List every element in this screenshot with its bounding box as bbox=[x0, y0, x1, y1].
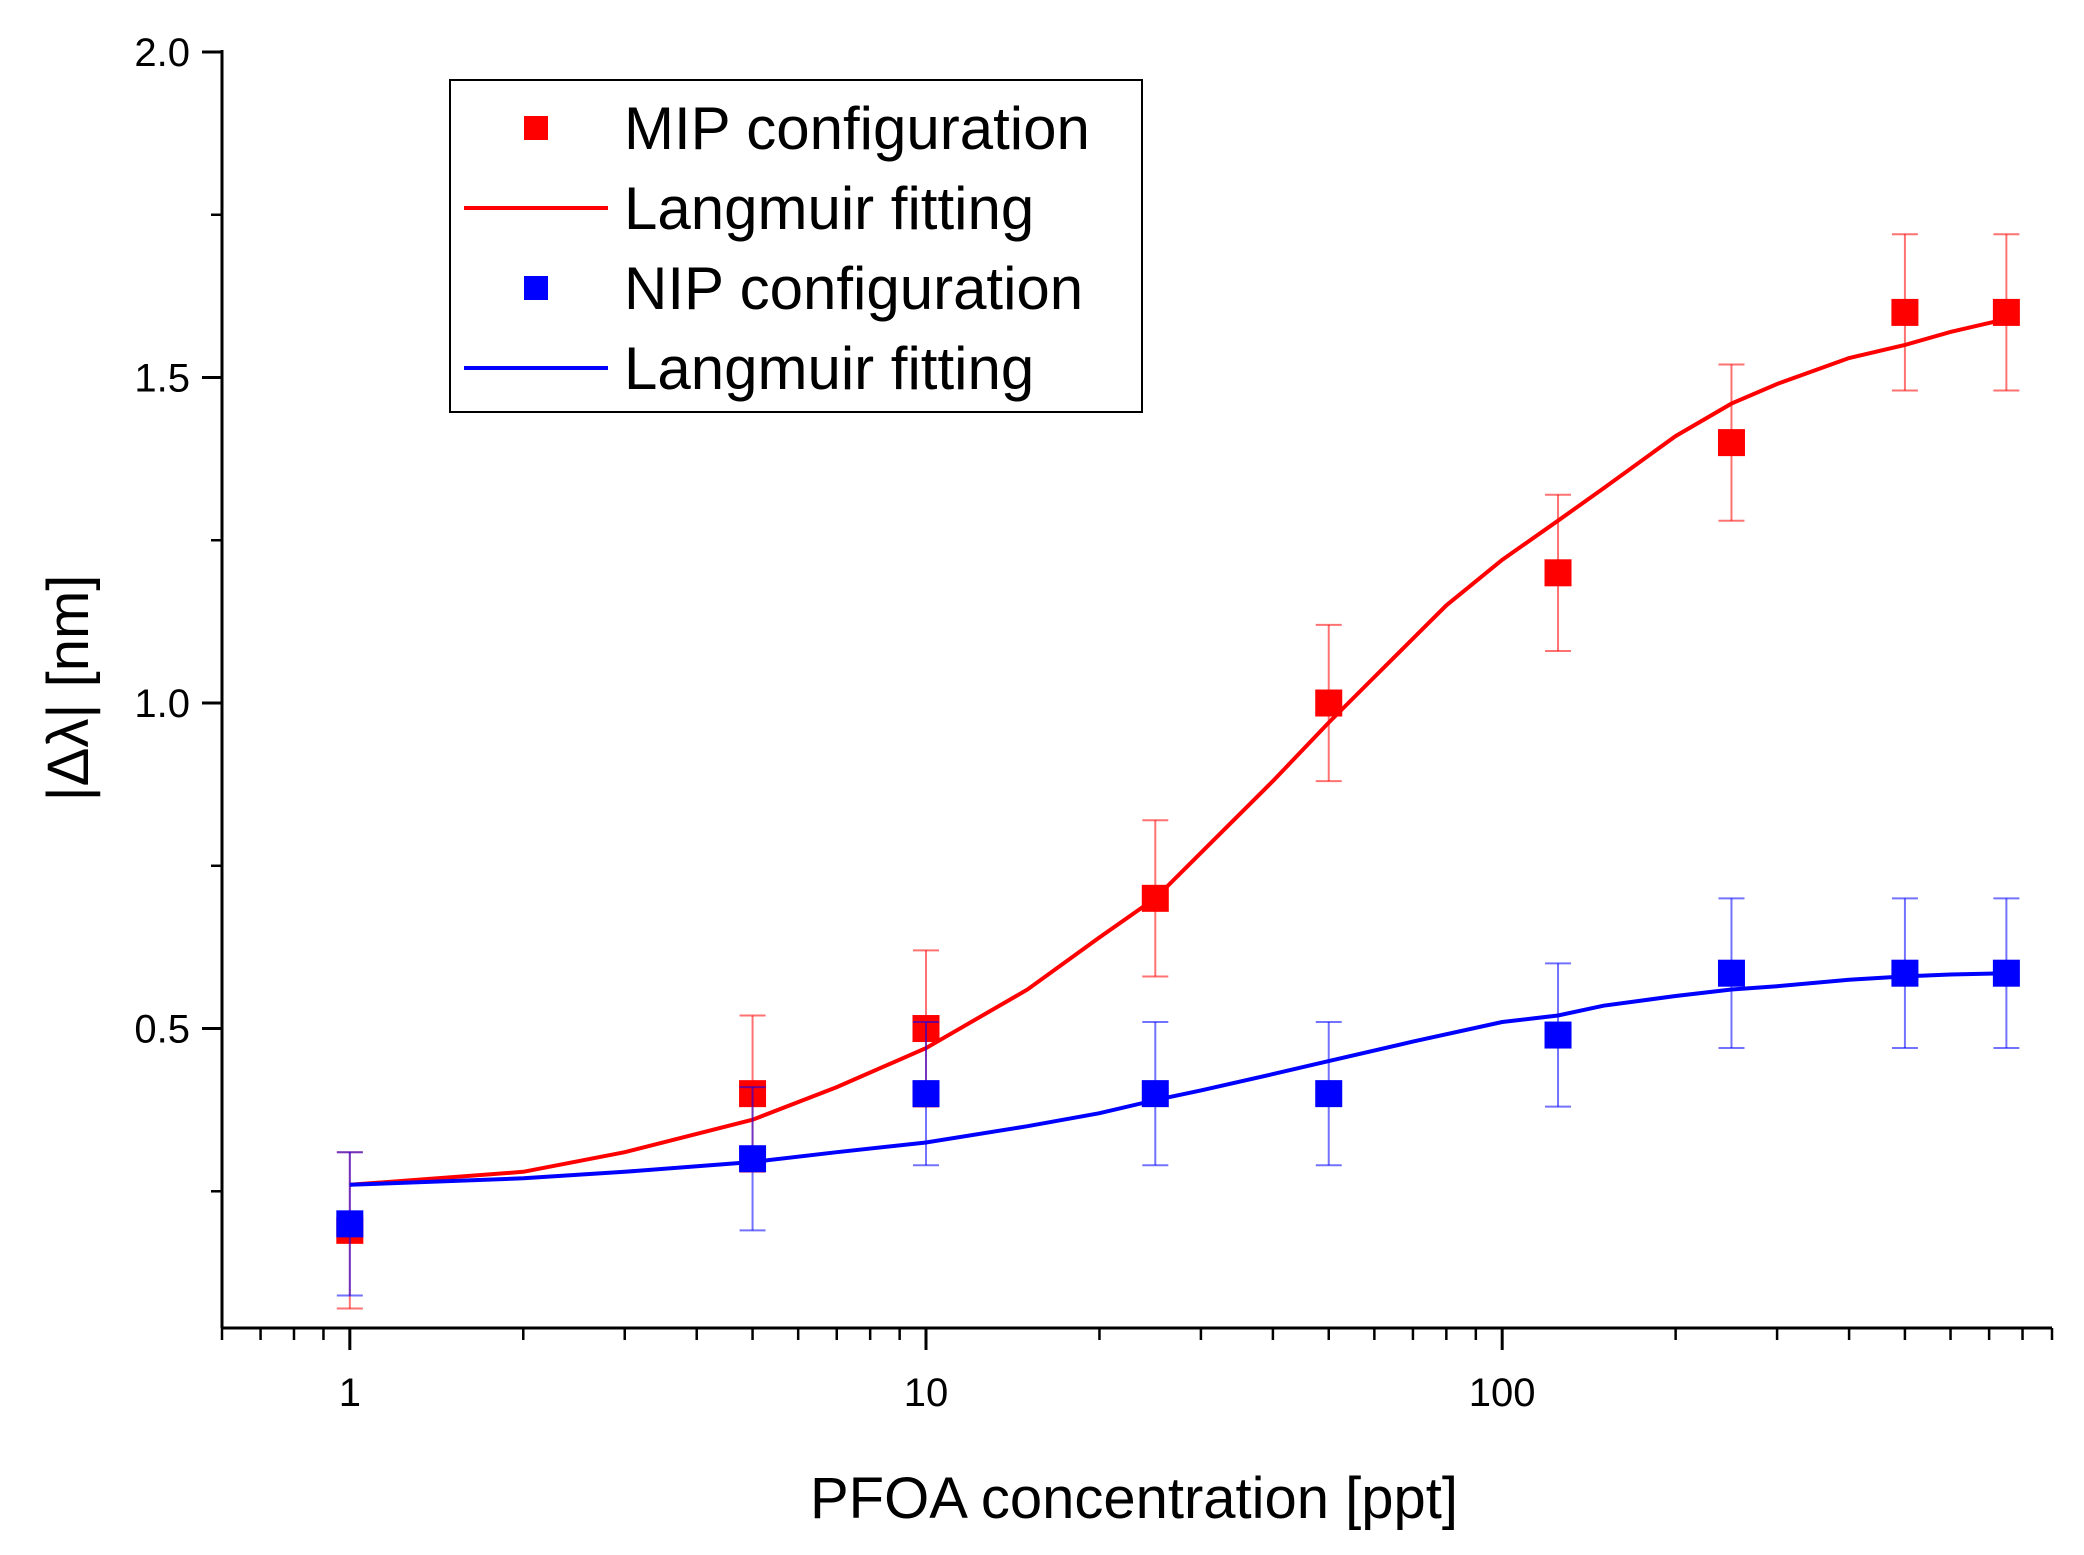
data-point bbox=[1544, 1021, 1572, 1049]
legend: MIP configuration Langmuir fitting NIP con… bbox=[449, 79, 1143, 413]
data-point bbox=[1315, 1080, 1343, 1108]
y-axis-title: |Δλ| [nm] bbox=[36, 575, 101, 802]
legend-label: Langmuir fitting bbox=[624, 335, 1034, 402]
data-point bbox=[1717, 959, 1745, 987]
x-axis-title: PFOA concentration [ppt] bbox=[810, 1466, 1458, 1531]
legend-marker-swatch bbox=[524, 276, 548, 300]
legend-box bbox=[449, 79, 1143, 413]
data-point bbox=[739, 1145, 767, 1173]
y-tick-label: 2.0 bbox=[134, 31, 190, 75]
legend-label: NIP configuration bbox=[624, 255, 1083, 322]
x-tick-label: 100 bbox=[1469, 1371, 1536, 1415]
data-point bbox=[912, 1080, 940, 1108]
data-point bbox=[336, 1210, 364, 1238]
x-tick-label: 1 bbox=[339, 1371, 361, 1415]
data-point bbox=[1544, 559, 1572, 587]
data-point bbox=[1717, 429, 1745, 457]
y-tick-label: 1.0 bbox=[134, 682, 190, 726]
legend-label: MIP configuration bbox=[624, 95, 1090, 162]
series-layer bbox=[336, 233, 2020, 1310]
data-point bbox=[1891, 959, 1919, 987]
fit-line bbox=[349, 316, 2007, 1187]
legend-marker-swatch bbox=[524, 116, 548, 140]
axes: 1 10 100 0.5 1.0 1.5 2.0 bbox=[134, 31, 2054, 1415]
fit-line bbox=[349, 971, 2007, 1187]
x-tick-label: 10 bbox=[904, 1371, 949, 1415]
plot-frame bbox=[220, 50, 2052, 1330]
data-point bbox=[1891, 298, 1919, 326]
legend-label: Langmuir fitting bbox=[624, 175, 1034, 242]
y-tick-label: 0.5 bbox=[134, 1008, 190, 1052]
y-tick-label: 1.5 bbox=[134, 357, 190, 401]
